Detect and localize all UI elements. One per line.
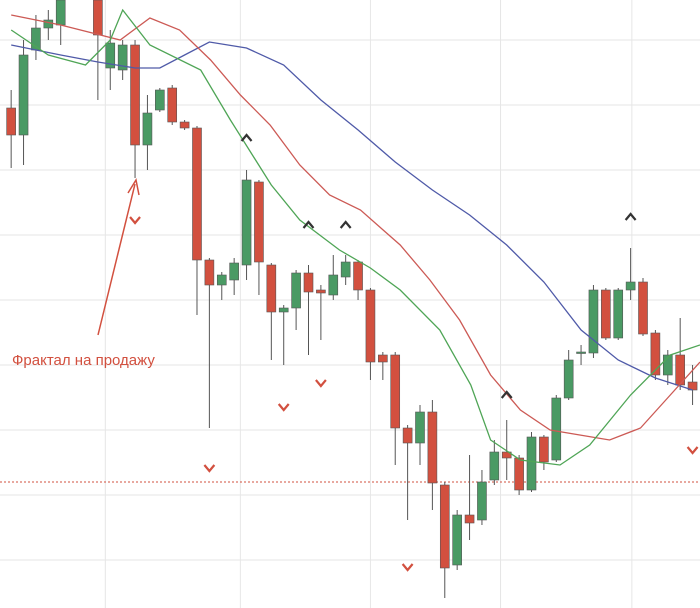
candle-body — [514, 457, 524, 491]
candle-body — [93, 0, 103, 36]
candle-body — [55, 0, 66, 26]
candle-body — [216, 274, 227, 286]
candle-body — [551, 397, 562, 461]
fractal-down — [686, 446, 699, 455]
fractal-down — [129, 216, 141, 225]
fractal-down — [277, 403, 290, 412]
candle-body — [167, 87, 178, 123]
candle-body — [130, 44, 140, 146]
candle-body — [117, 44, 128, 71]
plot — [6, 0, 700, 598]
fractal-down — [203, 464, 216, 473]
candle-body — [625, 281, 636, 291]
fractal-up — [339, 220, 352, 229]
candle-body — [142, 112, 153, 146]
candle-body — [316, 289, 326, 294]
candle-body — [204, 259, 215, 286]
moving-average-line — [11, 14, 700, 441]
candle-body — [291, 272, 301, 309]
candle-body — [241, 179, 252, 266]
candle-body — [613, 289, 624, 339]
moving-average-line — [11, 41, 693, 391]
annotation-arrowhead — [127, 177, 140, 196]
candle-body — [303, 272, 314, 293]
candle-body — [179, 121, 190, 129]
candle-body — [526, 436, 537, 491]
fractal-down — [315, 379, 327, 388]
candle-body — [105, 42, 116, 69]
fractal-up — [500, 390, 513, 399]
candle-body — [452, 514, 462, 566]
candle-body — [402, 427, 413, 444]
candle-body — [477, 481, 487, 521]
candle-body — [353, 261, 363, 291]
candle-body — [6, 107, 16, 136]
candle-body — [266, 264, 277, 313]
candle-body — [539, 436, 549, 463]
candle-body — [155, 89, 165, 111]
annotation-arrow — [97, 183, 136, 336]
fractal-up — [240, 133, 253, 142]
candle-body — [192, 127, 202, 261]
candle-body — [662, 354, 673, 376]
candle-body — [588, 289, 599, 354]
fractal-up — [624, 212, 637, 221]
candle-body — [278, 307, 289, 313]
candle-body — [378, 354, 388, 363]
candle-body — [365, 289, 376, 363]
candle-body — [650, 332, 661, 376]
candle-body — [439, 484, 450, 569]
fractal-up — [302, 220, 315, 229]
candle-body — [328, 274, 339, 296]
candle-body — [563, 359, 574, 399]
candle-body — [576, 351, 586, 354]
candle-body — [464, 514, 475, 524]
moving-average-line — [10, 8, 700, 466]
candle-body — [638, 281, 648, 335]
candle-body — [501, 451, 512, 459]
candle-body — [229, 262, 239, 281]
candle-body — [489, 451, 500, 481]
annotation: Фрактал на продажу — [12, 352, 155, 369]
candle-body — [254, 181, 264, 263]
candle-body — [340, 261, 351, 278]
candle-body — [601, 289, 611, 339]
candle-body — [415, 411, 425, 444]
candle-body — [390, 354, 401, 429]
candle-body — [675, 354, 685, 386]
fractal-down — [401, 563, 414, 572]
candle-body — [18, 54, 29, 136]
candle-body — [427, 411, 438, 484]
